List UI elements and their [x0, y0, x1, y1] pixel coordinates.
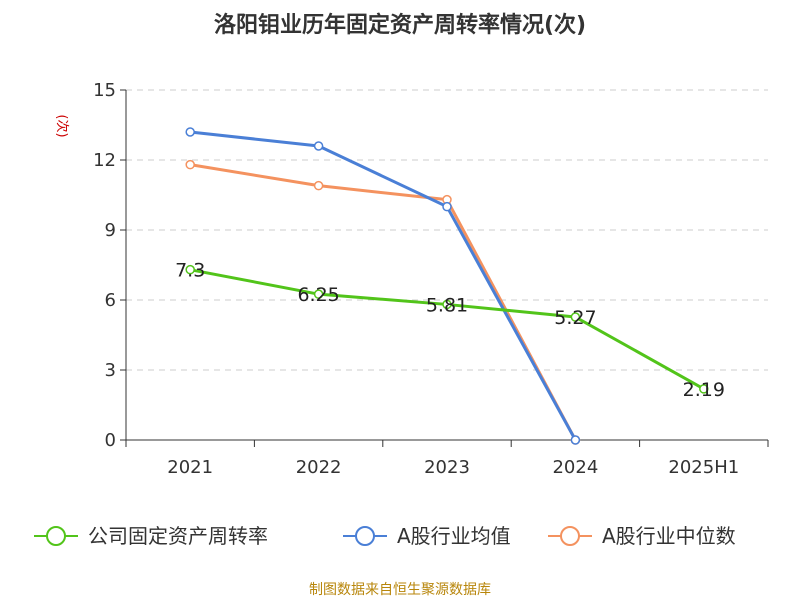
data-labels: 7.3 6.25 5.81 5.27 2.19 [175, 260, 725, 401]
legend-marker [355, 526, 375, 546]
source-note: 制图数据来自恒生聚源数据库 [309, 582, 491, 598]
legend-label: 公司固定资产周转率 [88, 524, 268, 548]
x-tick-label: 2021 [167, 457, 213, 478]
y-tick-label: 15 [93, 80, 116, 101]
legend-item: A股行业均值 [343, 524, 511, 548]
legend-label: A股行业中位数 [602, 524, 736, 548]
data-label: 6.25 [297, 284, 339, 306]
data-point [313, 180, 324, 191]
data-point [442, 299, 452, 310]
legend-item: 公司固定资产周转率 [34, 524, 268, 548]
data-point [442, 201, 452, 212]
data-label: 2.19 [683, 379, 725, 401]
data-point [185, 127, 195, 137]
legend-label: A股行业均值 [397, 524, 511, 548]
data-label: 7.3 [175, 260, 205, 282]
y-tick-label: 3 [105, 360, 116, 381]
legend-marker [560, 526, 580, 546]
series-line [190, 130, 577, 441]
x-tick-label: 2022 [296, 457, 342, 478]
data-label: 5.81 [426, 294, 468, 316]
data-point [313, 289, 324, 299]
data-point [185, 159, 195, 170]
y-tick-label: 0 [105, 430, 116, 451]
data-point [570, 435, 581, 445]
chart-title: 洛阳钼业历年固定资产周转率情况(次) [214, 12, 586, 38]
x-tick-label: 2024 [552, 457, 598, 478]
axes [125, 90, 768, 441]
legend-marker [46, 526, 66, 546]
series-line [189, 163, 577, 441]
series-group [185, 127, 709, 445]
y-tick-label: 12 [93, 150, 116, 171]
legend-item: A股行业中位数 [548, 524, 736, 548]
series-line [189, 268, 705, 391]
y-ticks: 0 3 6 9 12 15 [93, 80, 126, 451]
x-tick-label: 2023 [424, 457, 470, 478]
data-point [313, 141, 324, 151]
x-tick-label: 2025H1 [668, 457, 739, 478]
y-tick-label: 9 [105, 220, 116, 241]
grid [126, 89, 768, 371]
data-point [699, 384, 709, 394]
data-label: 5.27 [554, 307, 596, 329]
x-ticks: 2021 2022 2023 2024 2025H1 [125, 440, 769, 478]
data-point [185, 264, 195, 275]
legend: 公司固定资产周转率 A股行业均值 A股行业中位数 [34, 524, 736, 548]
y-tick-label: 6 [105, 290, 116, 311]
y-axis-label: (次) [54, 114, 70, 137]
data-point [570, 312, 581, 322]
